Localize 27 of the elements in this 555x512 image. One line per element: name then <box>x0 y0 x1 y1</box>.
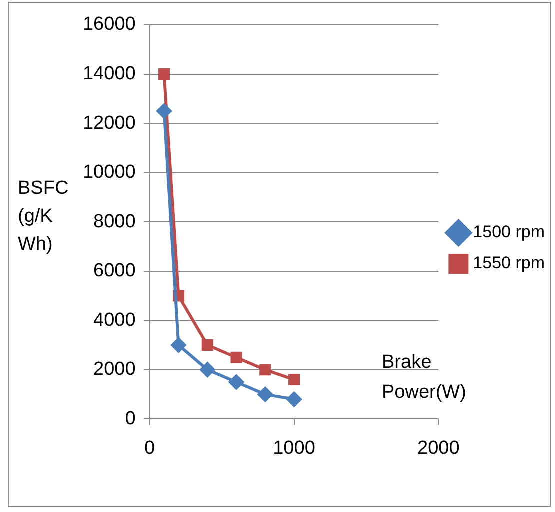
x-tick-label: 2000 <box>418 438 460 459</box>
point <box>260 364 272 376</box>
y-tick-label: 0 <box>125 408 136 430</box>
point <box>230 352 242 364</box>
y-tick-label: 2000 <box>94 359 136 380</box>
y-tick-label: 16000 <box>82 14 136 36</box>
y-tick-label: 12000 <box>82 112 136 134</box>
legend-label: 1550 rpm <box>473 254 546 273</box>
point <box>158 68 170 80</box>
point <box>228 374 244 390</box>
point <box>156 104 172 119</box>
y-tick-label: 14000 <box>82 64 136 85</box>
y-axis-title: BSFC (g/KWh) <box>18 177 70 257</box>
y-tick-label: 8000 <box>94 211 136 232</box>
x-tick-label: 1000 <box>273 438 316 459</box>
point <box>288 374 300 386</box>
point <box>258 387 273 402</box>
point <box>286 392 302 407</box>
legend-label: 1500 rpm <box>473 222 546 242</box>
y-tick-label: 4000 <box>94 310 136 331</box>
point <box>202 340 214 352</box>
point <box>171 338 186 353</box>
x-tick-label: 0 <box>144 438 156 459</box>
point <box>200 362 216 378</box>
y-tick-label: 6000 <box>94 260 136 282</box>
x-axis-title: Brake Power(W) <box>382 351 468 405</box>
y-tick-label: 10000 <box>82 162 136 184</box>
